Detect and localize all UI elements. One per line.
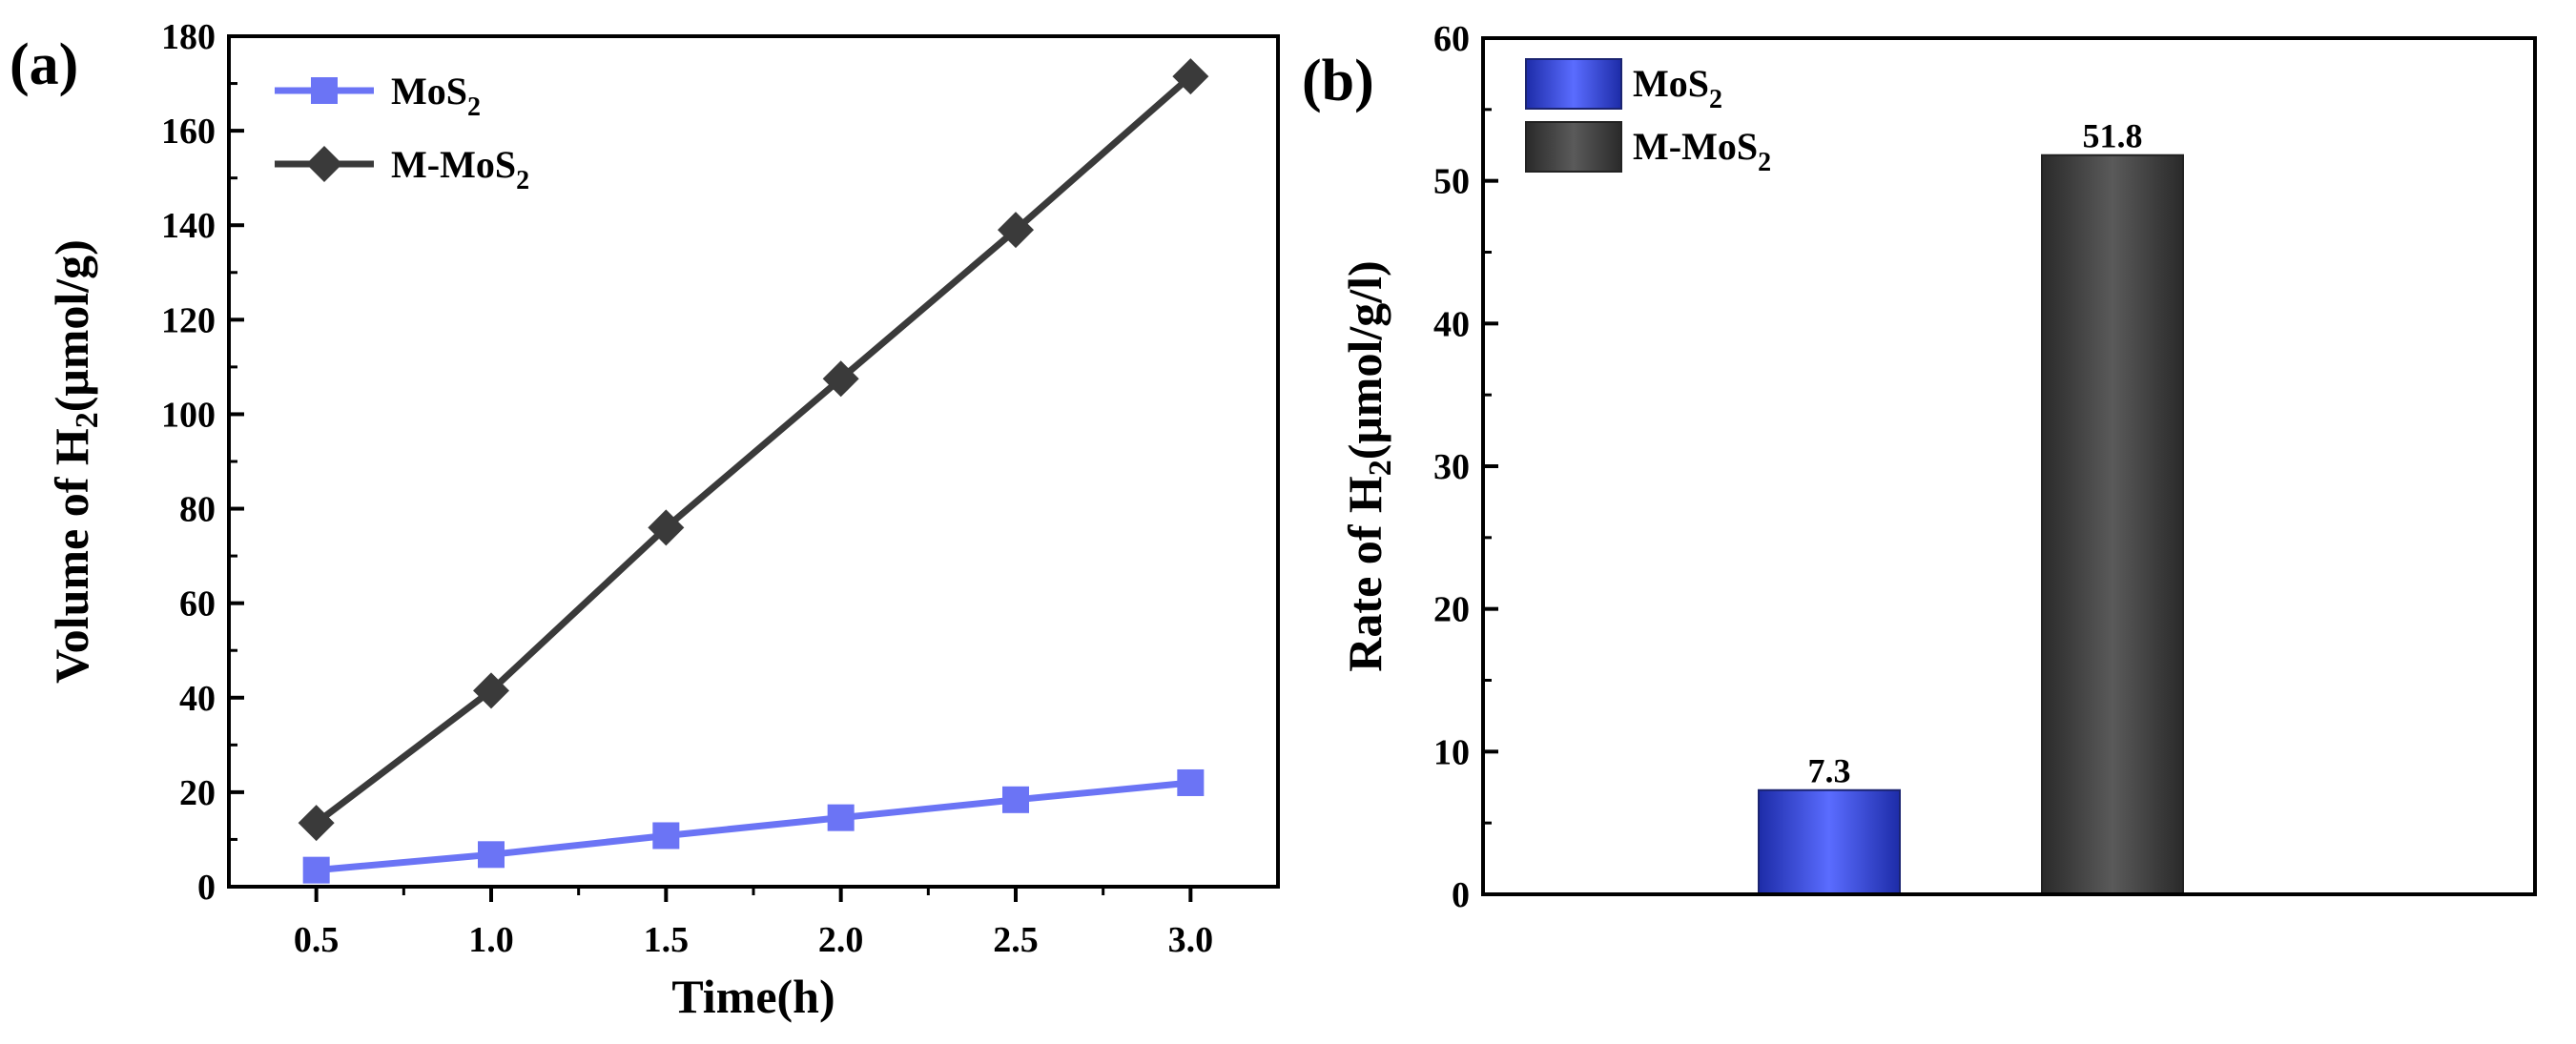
y-tick-label-a: 40 xyxy=(179,679,216,719)
y-tick-label-a: 140 xyxy=(161,206,216,246)
y-tick-label-a: 100 xyxy=(161,395,216,435)
data-point-m-mos2 xyxy=(298,805,335,842)
x-tick-label-a: 1.5 xyxy=(644,920,690,960)
panel-label-b: (b) xyxy=(1302,49,1374,113)
y-tick-label-b: 50 xyxy=(1433,162,1470,202)
y-tick-label-a: 0 xyxy=(197,868,216,908)
data-point-mos2 xyxy=(478,841,505,869)
bar-value-label: 51.8 xyxy=(2083,117,2143,155)
panel-a-legend: MoS2 M-MoS2 xyxy=(275,70,529,195)
data-point-mos2 xyxy=(827,804,855,831)
legend-label-mos2-bar: MoS2 xyxy=(1633,62,1722,114)
legend-item-m-mos2: M-MoS2 xyxy=(275,143,529,195)
legend-item-mos2: MoS2 xyxy=(275,70,481,122)
legend-swatch-m-mos2 xyxy=(1525,121,1622,173)
data-point-mos2 xyxy=(1002,786,1029,813)
data-point-m-mos2 xyxy=(473,672,509,709)
x-tick-label-a: 3.0 xyxy=(1168,920,1214,960)
y-tick-label-b: 0 xyxy=(1452,875,1470,915)
data-point-m-mos2 xyxy=(648,509,685,546)
data-point-mos2 xyxy=(1177,768,1205,796)
legend-marker-square xyxy=(311,77,338,104)
legend-item-m-mos2-bar: M-MoS2 xyxy=(1525,121,1771,177)
data-point-m-mos2 xyxy=(998,212,1034,249)
series-line-m-mos2 xyxy=(314,73,1193,826)
bar-m-mos2 xyxy=(2041,154,2184,895)
bar-mos2 xyxy=(1758,788,1901,896)
y-tick-label-b: 20 xyxy=(1433,590,1470,630)
y-tick-label-a: 120 xyxy=(161,300,216,340)
legend-label-m-mos2-bar: M-MoS2 xyxy=(1633,125,1771,177)
series-line-mos2 xyxy=(316,779,1191,874)
y-tick-label-a: 160 xyxy=(161,112,216,152)
y-tick-label-a: 20 xyxy=(179,773,216,813)
y-tick-label-b: 10 xyxy=(1433,732,1470,772)
data-point-mos2 xyxy=(652,822,680,850)
panel-b-bars: 7.3 51.8 xyxy=(1758,117,2184,896)
chart-panel-a: (a) 0 20 40 60 80 100 120 140 160 180 0.5 1.0 1.5 2.0… xyxy=(10,17,1280,1023)
panel-a-series xyxy=(298,58,1209,884)
y-axis-title-b: Rate of H2(μmol/g/l) xyxy=(1338,260,1398,671)
y-tick-label-b: 60 xyxy=(1433,19,1470,59)
panel-b-legend: MoS2 M-MoS2 xyxy=(1525,58,1771,177)
y-axis-title-a: Volume of H2(μmol/g) xyxy=(45,239,105,684)
x-axis-title-a: Time(h) xyxy=(671,970,835,1023)
legend-swatch-mos2 xyxy=(1525,58,1622,110)
panel-b-ticks: 0 10 20 30 40 50 60 xyxy=(1433,19,1498,915)
legend-item-mos2-bar: MoS2 xyxy=(1525,58,1722,114)
panel-a-plot-frame xyxy=(227,34,1280,889)
y-tick-label-a: 60 xyxy=(179,584,216,624)
panel-b-plot-frame xyxy=(1481,36,2537,896)
chart-panel-b: (b) 0 10 20 30 40 50 60 7.3 51.8 MoS2 M-MoS2 Ra… xyxy=(1302,19,2537,915)
x-tick-label-a: 1.0 xyxy=(468,920,514,960)
y-tick-label-a: 180 xyxy=(161,17,216,57)
data-point-mos2 xyxy=(302,856,330,884)
data-point-m-mos2 xyxy=(822,360,859,398)
x-tick-label-a: 2.5 xyxy=(993,920,1039,960)
x-tick-label-a: 2.0 xyxy=(818,920,864,960)
panel-a-ticks: 0 20 40 60 80 100 120 140 160 180 0.5 1.0 1.5 2.0 2.5 3… xyxy=(161,17,1213,960)
y-tick-label-b: 30 xyxy=(1433,447,1470,487)
data-point-m-mos2 xyxy=(1172,58,1209,95)
x-tick-label-a: 0.5 xyxy=(294,920,340,960)
legend-label-m-mos2: M-MoS2 xyxy=(391,143,529,195)
bar-value-label: 7.3 xyxy=(1808,752,1851,790)
panel-label-a: (a) xyxy=(10,32,78,97)
legend-marker-diamond xyxy=(306,146,342,182)
y-tick-label-a: 80 xyxy=(179,490,216,530)
y-tick-label-b: 40 xyxy=(1433,304,1470,344)
legend-label-mos2: MoS2 xyxy=(391,70,481,122)
